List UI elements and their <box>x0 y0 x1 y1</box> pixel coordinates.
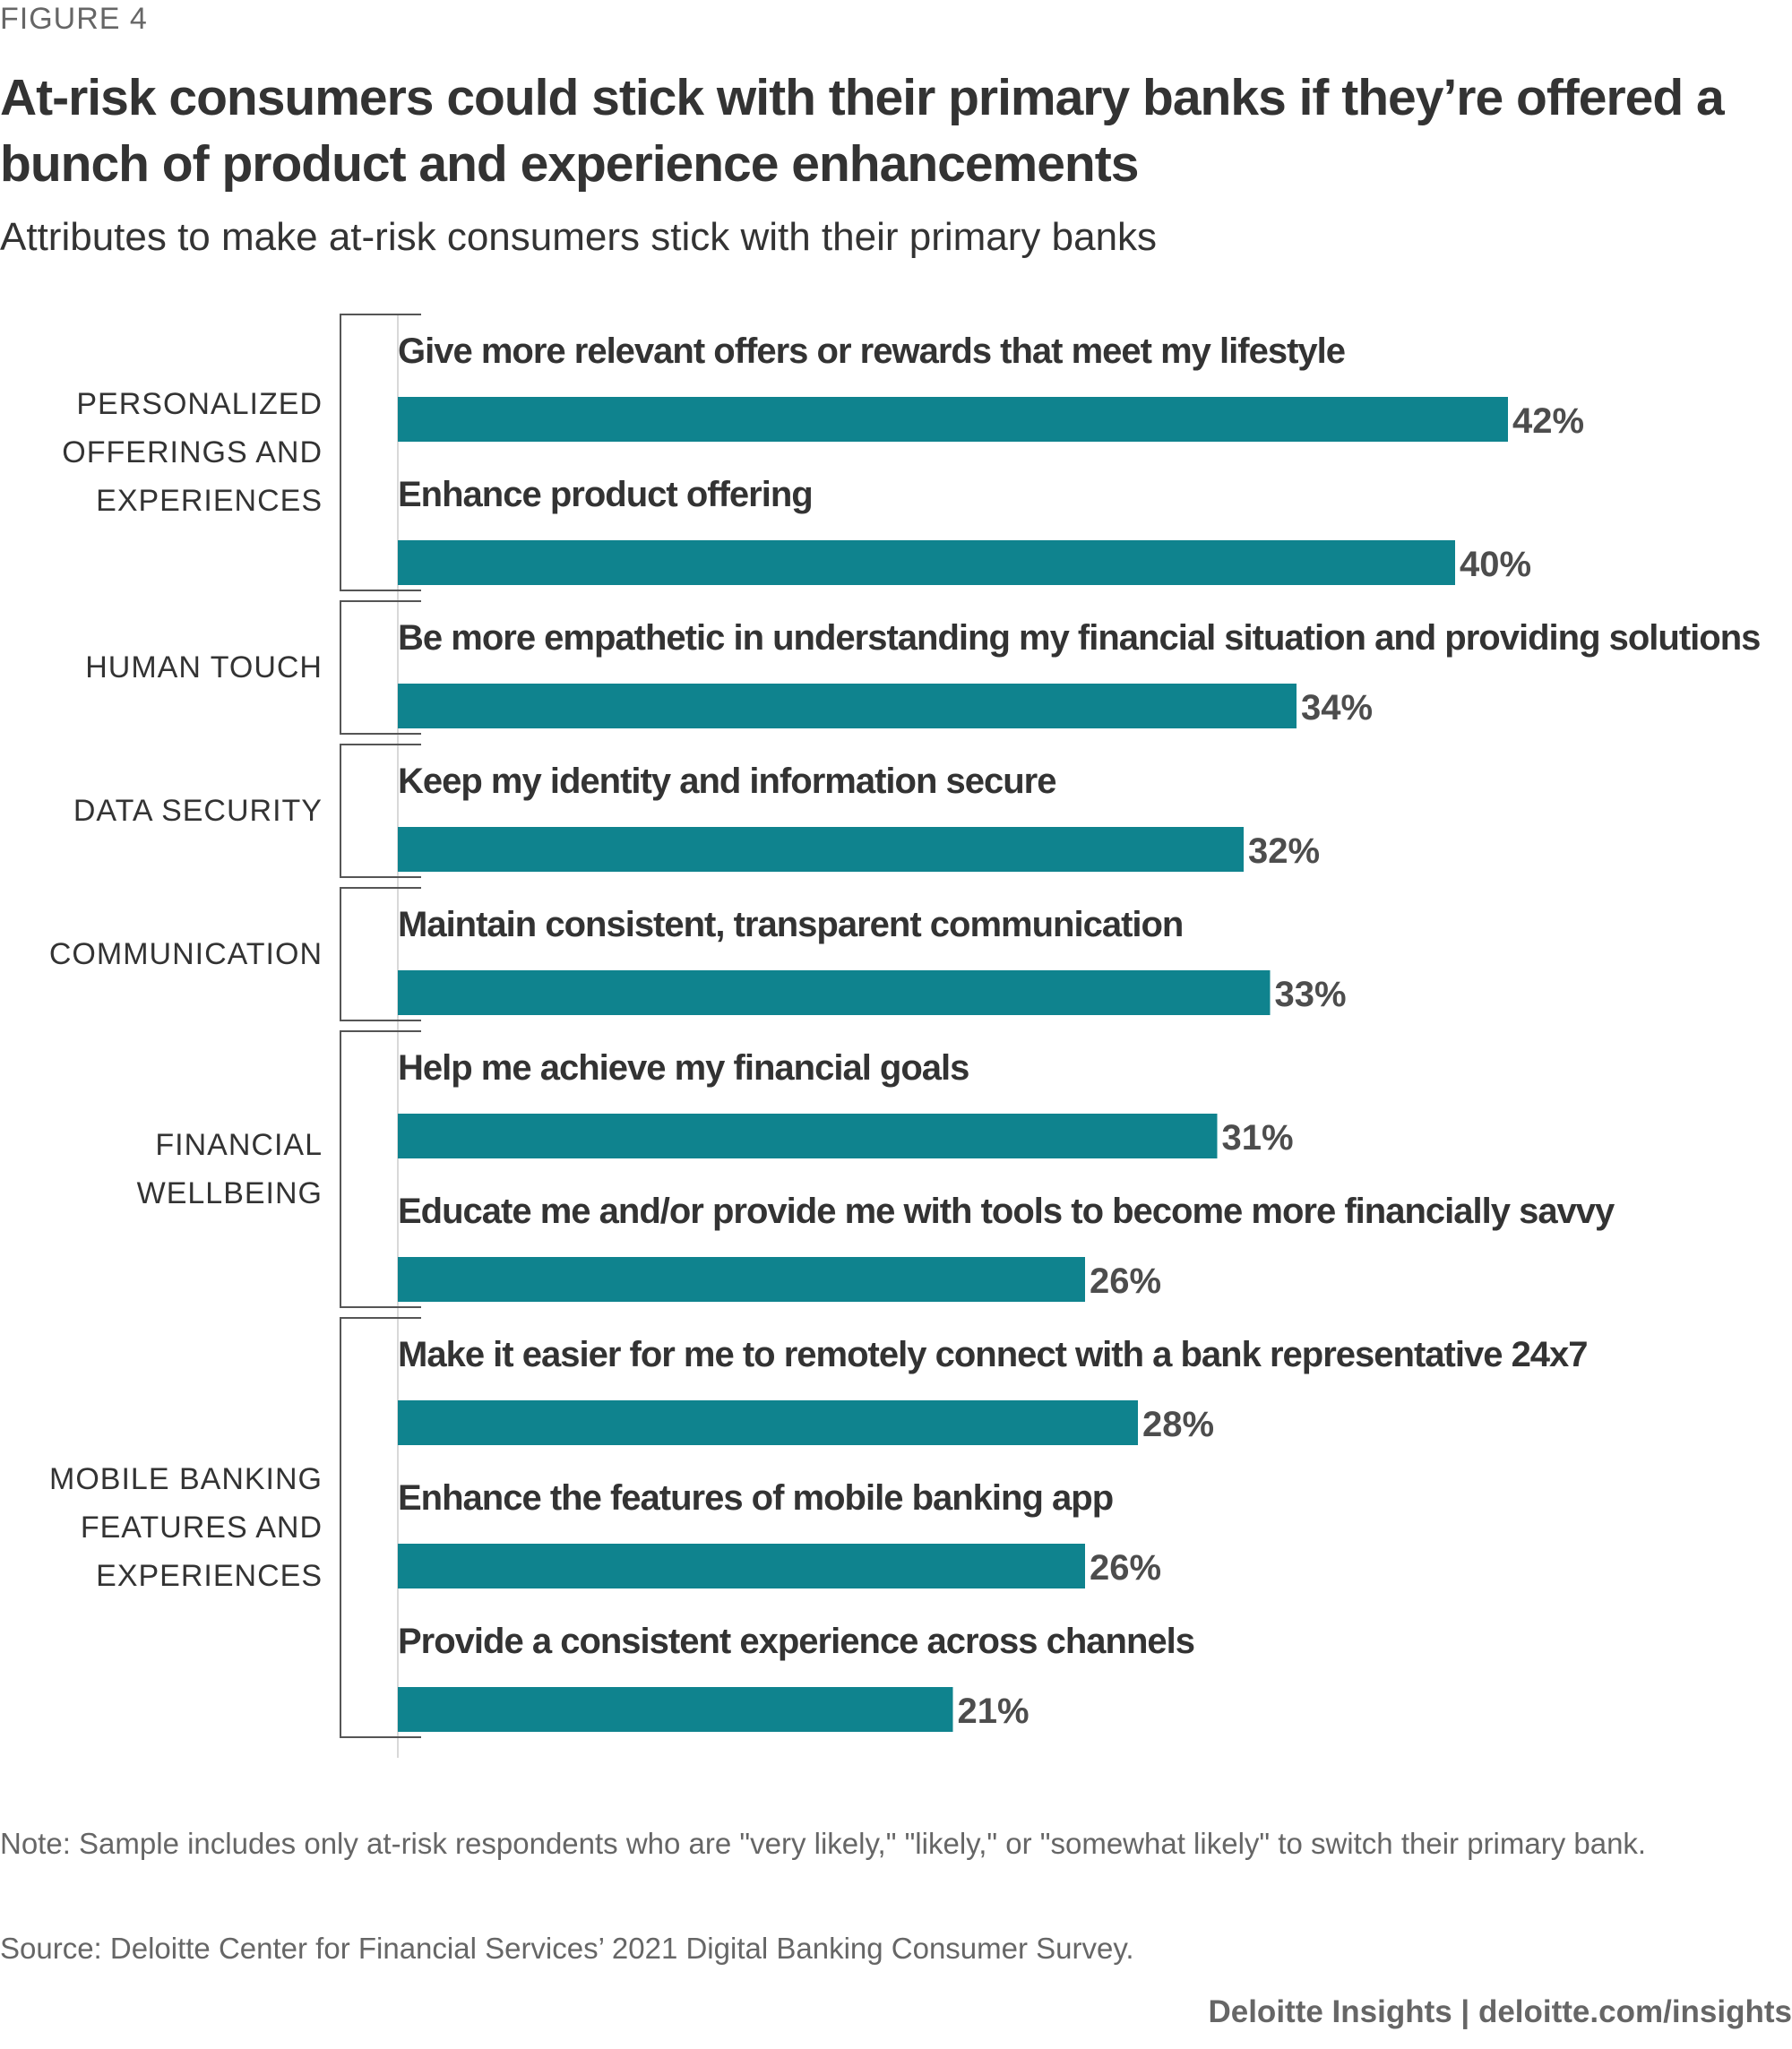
value-label: 31% <box>1222 1118 1294 1158</box>
value-label: 32% <box>1248 831 1320 871</box>
group-label: PERSONALIZED OFFERINGS AND EXPERIENCES <box>62 387 323 518</box>
chart-source: Source: Deloitte Center for Financial Se… <box>0 1932 1134 1965</box>
value-label: 21% <box>958 1692 1030 1731</box>
value-label: 26% <box>1090 1261 1161 1301</box>
bar <box>398 1114 1218 1158</box>
category-label: Give more relevant offers or rewards tha… <box>398 331 1345 371</box>
value-label: 26% <box>1090 1548 1161 1588</box>
bar <box>398 827 1244 872</box>
chart-note: Note: Sample includes only at-risk respo… <box>0 1827 1647 1860</box>
category-label: Be more empathetic in understanding my f… <box>398 618 1760 658</box>
bar <box>398 540 1455 585</box>
chart-title: At-risk consumers could stick with their… <box>0 69 1725 193</box>
category-label: Keep my identity and information secure <box>398 762 1056 801</box>
category-label: Enhance the features of mobile banking a… <box>398 1478 1113 1518</box>
group-label: DATA SECURITY <box>73 794 323 828</box>
bar <box>398 397 1508 442</box>
value-label: 40% <box>1460 545 1531 584</box>
category-label: Enhance product offering <box>398 475 813 514</box>
group-label: FINANCIAL WELLBEING <box>136 1128 323 1210</box>
bar-chart: Give more relevant offers or rewards tha… <box>340 314 1761 1758</box>
bar <box>398 1257 1085 1302</box>
category-label: Maintain consistent, transparent communi… <box>398 905 1183 944</box>
value-label: 34% <box>1301 688 1373 727</box>
group-bracket <box>340 314 421 591</box>
chart-subtitle: Attributes to make at-risk consumers sti… <box>0 215 1158 259</box>
group-label: HUMAN TOUCH <box>85 650 323 684</box>
group-bracket <box>340 887 421 1021</box>
category-label: Make it easier for me to remotely connec… <box>398 1335 1588 1374</box>
bar <box>398 684 1297 728</box>
value-label: 28% <box>1142 1405 1214 1444</box>
category-label: Educate me and/or provide me with tools … <box>398 1192 1615 1231</box>
footer-credit: Deloitte Insights | deloitte.com/insight… <box>1208 1994 1792 2029</box>
category-label: Help me achieve my financial goals <box>398 1048 969 1088</box>
figure-label: FIGURE 4 <box>0 2 148 36</box>
group-bracket <box>340 600 421 735</box>
group-label: MOBILE BANKING FEATURES AND EXPERIENCES <box>49 1462 323 1593</box>
bar <box>398 1687 953 1732</box>
value-label: 33% <box>1275 975 1347 1014</box>
bar <box>398 970 1271 1015</box>
bar <box>398 1400 1138 1445</box>
category-label: Provide a consistent experience across c… <box>398 1622 1194 1661</box>
value-label: 42% <box>1512 401 1584 441</box>
group-bracket <box>340 1030 421 1308</box>
group-bracket <box>340 1317 421 1738</box>
group-label: COMMUNICATION <box>48 937 323 971</box>
bar <box>398 1544 1085 1588</box>
group-bracket <box>340 744 421 878</box>
